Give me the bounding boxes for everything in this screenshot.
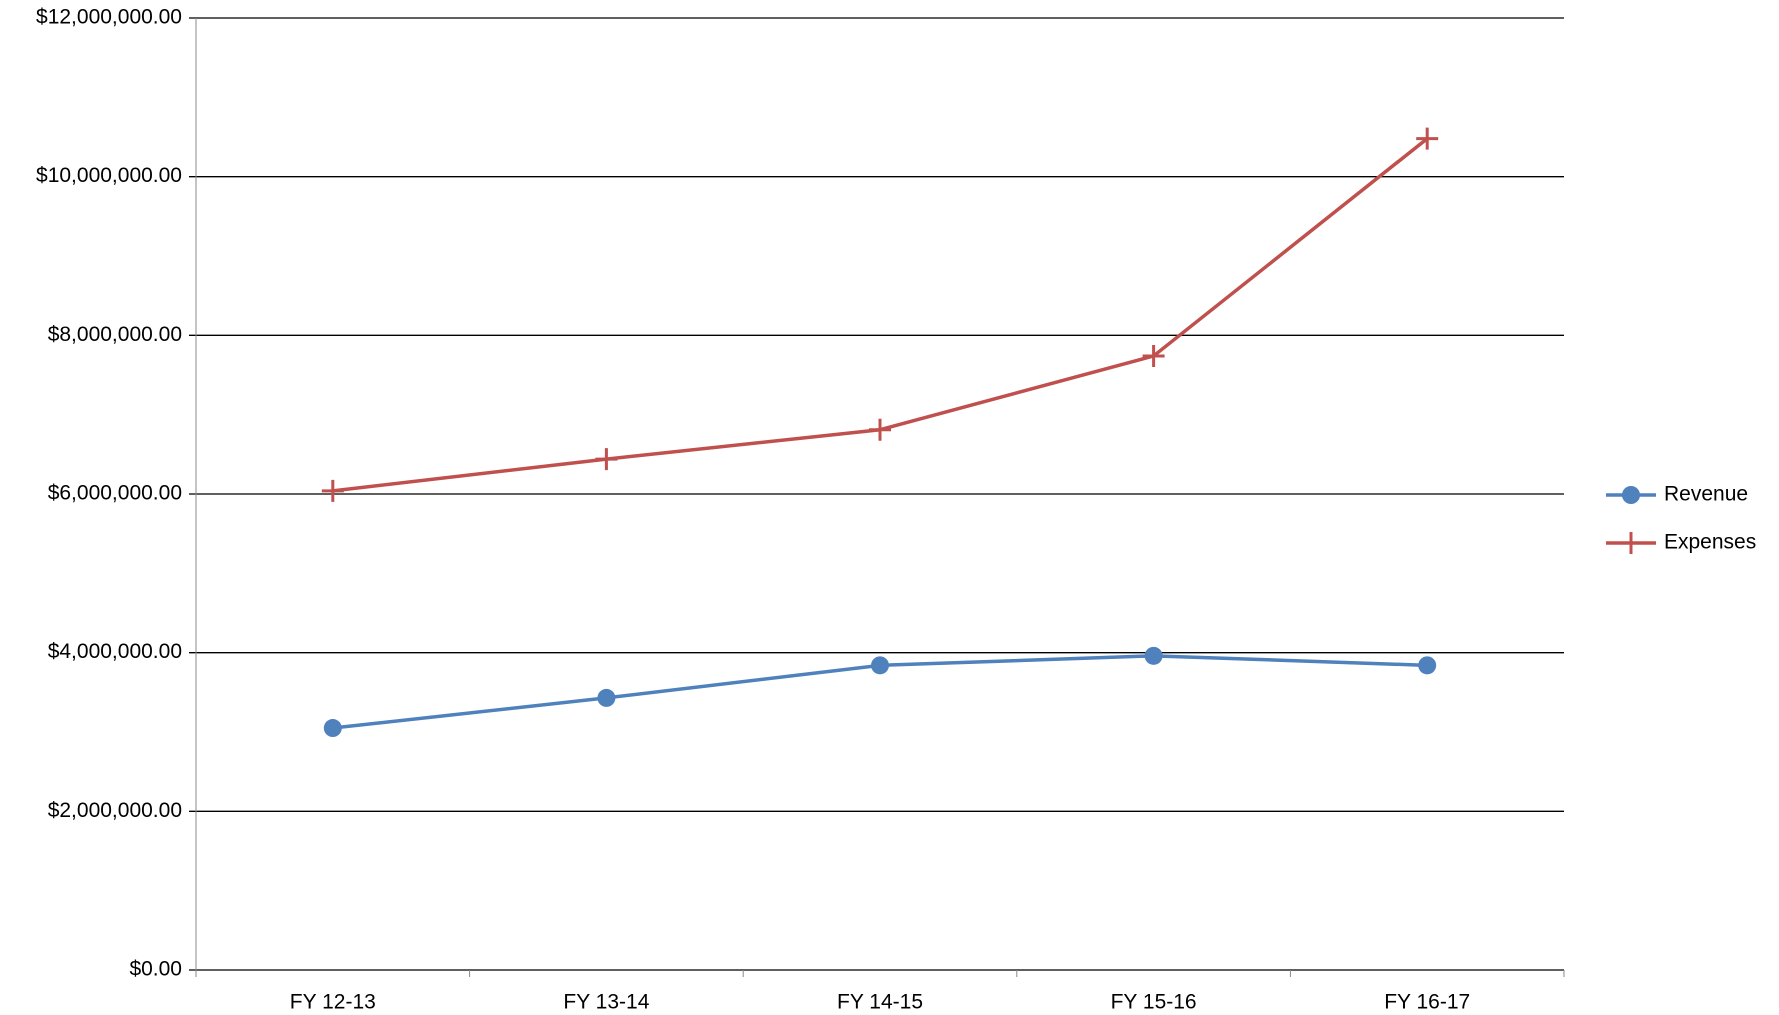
y-tick-label: $12,000,000.00 bbox=[36, 6, 182, 29]
y-tick-label: $8,000,000.00 bbox=[48, 323, 182, 346]
x-tick-label: FY 12-13 bbox=[290, 991, 376, 1014]
point bbox=[324, 719, 342, 737]
y-tick-label: $4,000,000.00 bbox=[48, 640, 182, 663]
legend-marker bbox=[1622, 486, 1640, 504]
x-tick-label: FY 15-16 bbox=[1111, 991, 1197, 1014]
legend-label: Revenue bbox=[1664, 483, 1748, 506]
legend-marker bbox=[1620, 532, 1642, 554]
x-tick-label: FY 14-15 bbox=[837, 991, 923, 1014]
x-tick-label: FY 16-17 bbox=[1384, 991, 1470, 1014]
y-tick-label: $10,000,000.00 bbox=[36, 164, 182, 187]
chart: $0.00 $2,000,000.00 $4,000,000.00 $6,000,00… bbox=[0, 0, 1779, 1015]
y-tick-label: $6,000,000.00 bbox=[48, 482, 182, 505]
point bbox=[597, 689, 615, 707]
point bbox=[869, 419, 891, 441]
point bbox=[1418, 656, 1436, 674]
point bbox=[871, 656, 889, 674]
point bbox=[322, 480, 344, 502]
legend-label: Expenses bbox=[1664, 531, 1756, 554]
point bbox=[595, 448, 617, 470]
y-tick-label: $0.00 bbox=[129, 958, 182, 981]
point bbox=[1145, 647, 1163, 665]
x-tick-label: FY 13-14 bbox=[563, 991, 649, 1014]
y-tick-label: $2,000,000.00 bbox=[48, 799, 182, 822]
